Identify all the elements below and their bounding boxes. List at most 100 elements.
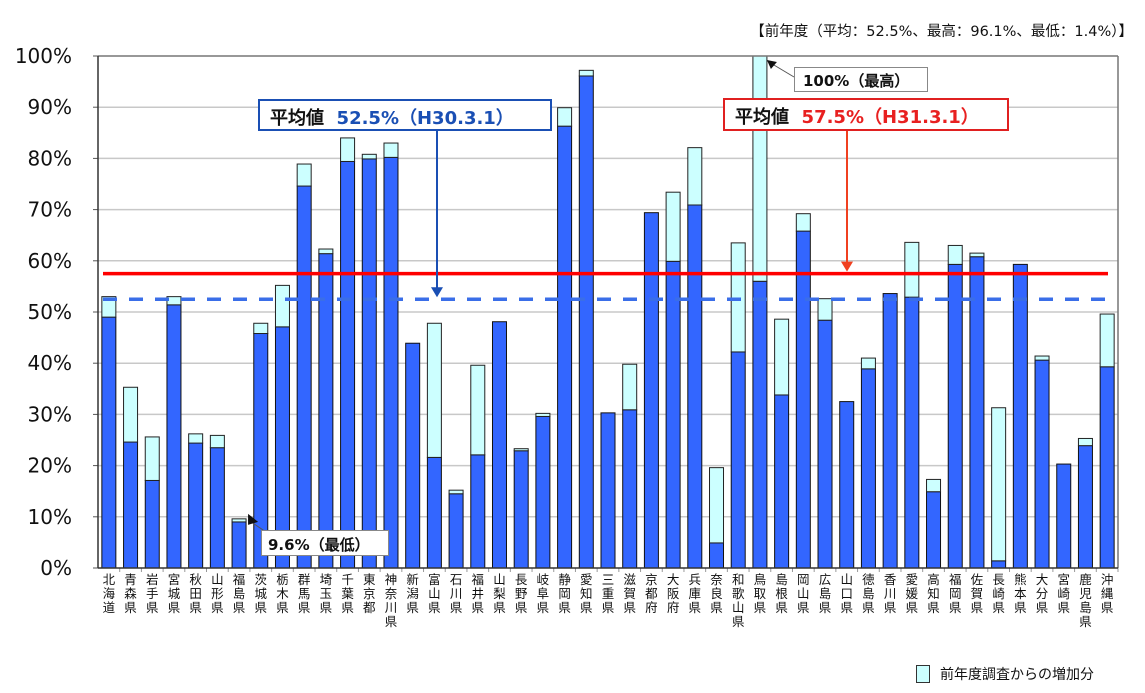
x-tick-label: 鳥取県 [754,572,767,615]
bar-increase [795,213,811,232]
bar-base [578,75,594,569]
x-tick-label: 千葉県 [341,572,354,615]
bar-base [557,125,573,569]
x-tick-label: 新潟県 [406,572,419,615]
bar-base [101,316,117,569]
legend: 前年度調査からの増加分 [916,664,1094,684]
bar-increase [1034,355,1050,361]
x-tick-label: 神奈川県 [385,572,398,629]
x-tick-label: 兵庫県 [689,572,702,615]
x-tick-label: 石川県 [450,572,463,615]
min-callout: 9.6%（最低） [261,530,389,556]
bar-increase [448,489,464,495]
bar-base [513,450,529,569]
x-axis-labels: 北海道青森県岩手県宮城県秋田県山形県福島県茨城県栃木県群馬県埼玉県千葉県東京都神… [103,572,1114,629]
bar-base [1077,445,1093,569]
bar-increase [622,363,638,411]
average-current-arrowhead [841,261,853,272]
bar-base [752,280,768,569]
x-tick-label: 岩手県 [146,572,159,615]
x-tick-label: 福井県 [472,572,485,615]
bar-increase [709,467,725,544]
bar-base [882,293,898,569]
x-tick-label: 静岡県 [558,572,571,615]
bar-increase [383,142,399,158]
average-current-value: 57.5%（H31.3.1） [801,107,979,128]
bar-base [600,412,616,569]
bar-increase [144,436,160,481]
bar-base [123,441,139,569]
bar-base [448,493,464,569]
bar-increase [470,364,486,456]
bar-increase [296,163,312,187]
bar-increase [860,357,876,370]
bar-increase [123,386,139,443]
bar-base [926,491,942,569]
bar-increase [426,322,442,458]
bar-increase [969,252,985,258]
bar-base [1056,463,1072,569]
bar-base [622,409,638,569]
x-tick-label: 山口県 [840,572,853,615]
x-tick-label: 北海道 [103,572,116,615]
x-tick-label: 宮崎県 [1057,572,1070,615]
average-prev-callout: 平均値 52.5%（H30.3.1） [258,99,552,131]
bar-increase [361,153,377,160]
legend-label-increase: 前年度調査からの増加分 [940,667,1094,683]
bar-increase [1099,313,1115,368]
y-tick-label: 40% [28,351,72,375]
max-callout: 100%（最高） [794,67,928,92]
x-tick-label: 京都府 [645,572,658,615]
bar-base [535,415,551,569]
bar-base [166,304,182,569]
bar-increase [188,433,204,444]
bar-base [839,401,855,569]
bar-base [209,447,225,569]
bar-base [340,160,356,569]
bar-increase [991,407,1007,562]
bar-base [361,158,377,569]
bar-increase [513,448,529,452]
plot-frame [97,55,1119,569]
bar-base [643,212,659,569]
bar-base [969,256,985,569]
bar-increase [340,137,356,162]
bar-base [231,521,247,569]
bar-base [188,442,204,569]
y-tick-label: 10% [28,505,72,529]
x-tick-label: 熊本県 [1014,572,1027,615]
x-tick-label: 佐賀県 [971,572,984,615]
x-tick-label: 愛知県 [580,572,593,615]
y-tick-label: 100% [15,44,72,68]
bar-increase [665,191,681,262]
y-tick-label: 0% [40,556,72,580]
y-axis-ticks: 0% 10% 20% 30% 40% 50% 60% 70% 80% 90% 100% [15,44,72,580]
bar-base [665,260,681,569]
bar-increase [730,242,746,353]
x-tick-label: 埼玉県 [320,572,333,615]
bar-base [730,351,746,569]
bar-base [860,368,876,569]
y-tick-label: 60% [28,249,72,273]
bar-increase [687,147,703,206]
average-prev-label: 平均値 [270,108,324,129]
average-current-label: 平均値 [735,107,789,128]
bar-increase [318,248,334,255]
previous-year-summary: 【前年度（平均：52.5%、最高：96.1%、最低：1.4%）】 [750,24,1133,40]
x-tick-label: 宮城県 [168,572,181,615]
average-prev-arrowhead [431,287,443,298]
x-tick-label: 広島県 [819,572,832,615]
x-tick-label: 茨城県 [255,572,268,615]
x-tick-label: 長崎県 [992,572,1005,615]
bar-increase [535,412,551,417]
x-tick-label: 香川県 [884,572,897,615]
y-tick-label: 90% [28,95,72,119]
bar-increase [752,55,768,282]
x-tick-label: 奈良県 [710,572,723,615]
x-tick-label: 東京都 [363,572,376,615]
bar-increase [557,107,573,127]
legend-swatch-increase [916,665,930,683]
average-current-callout: 平均値 57.5%（H31.3.1） [723,98,1009,131]
bar-base [405,342,421,569]
bar-base [904,296,920,569]
